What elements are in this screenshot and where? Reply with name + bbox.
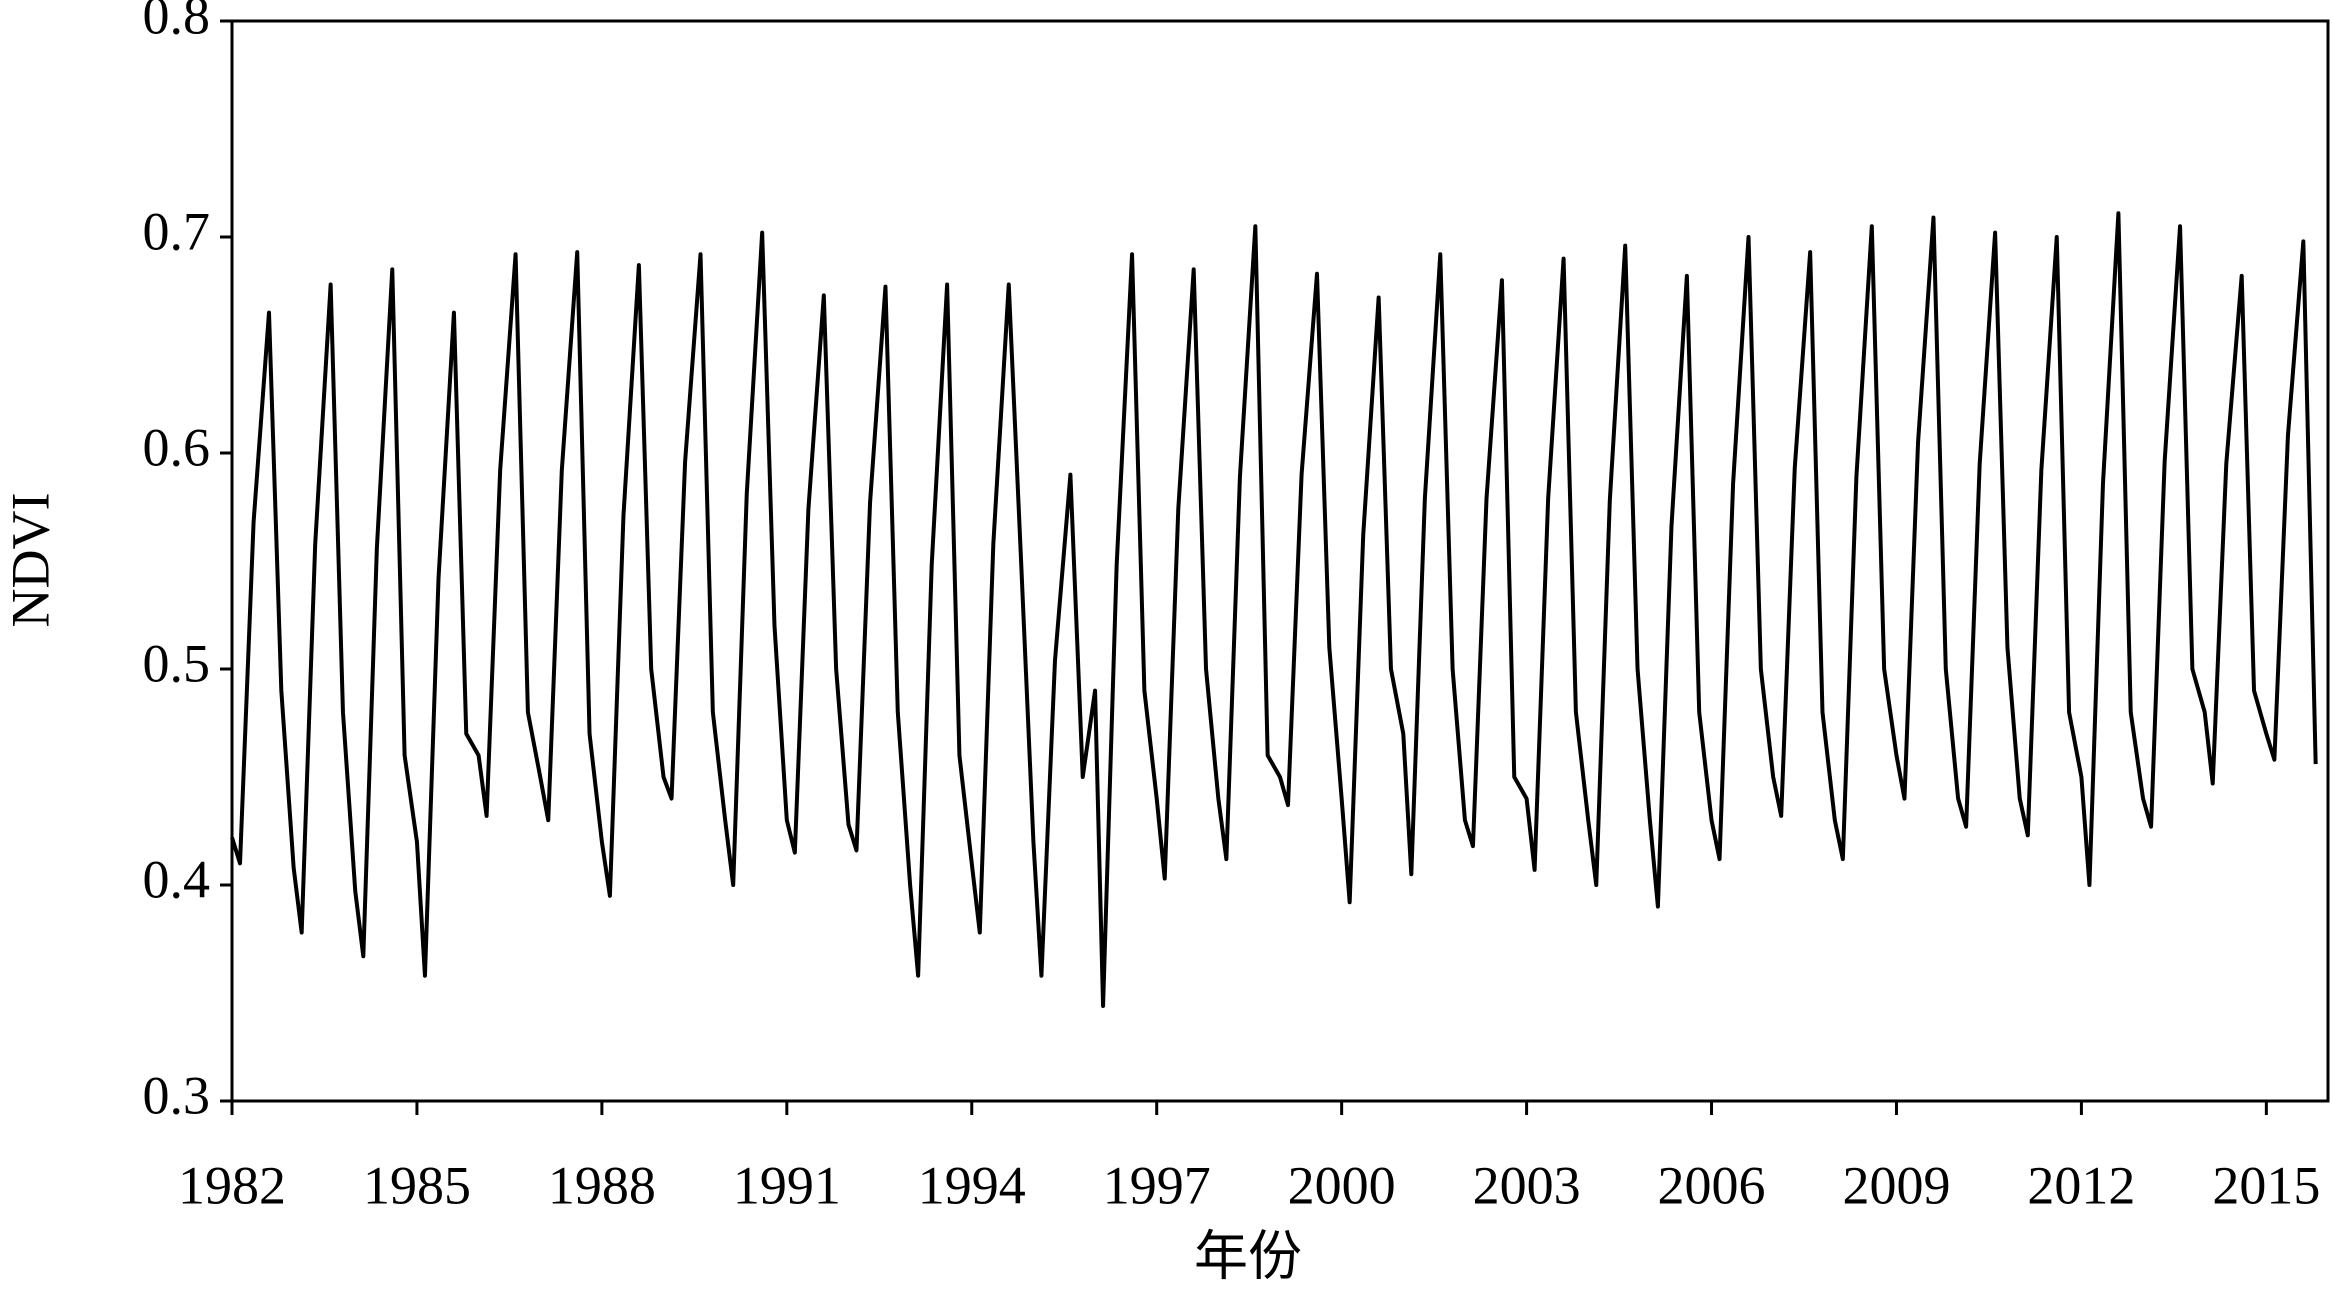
- y-tick-label: 0.5: [143, 633, 211, 693]
- x-tick-label: 2012: [2027, 1155, 2135, 1215]
- x-tick-label: 2006: [1658, 1155, 1766, 1215]
- x-tick-label: 1997: [1103, 1155, 1211, 1215]
- x-tick-label: 2015: [2212, 1155, 2320, 1215]
- y-tick-label: 0.8: [143, 0, 211, 45]
- y-tick-label: 0.7: [143, 201, 211, 261]
- x-tick-label: 2000: [1288, 1155, 1396, 1215]
- y-tick-label: 0.3: [143, 1065, 211, 1125]
- x-tick-label: 1982: [178, 1155, 286, 1215]
- x-tick-label: 1994: [918, 1155, 1026, 1215]
- x-tick-label: 2003: [1473, 1155, 1581, 1215]
- y-axis-label: NDVI: [0, 493, 60, 628]
- x-tick-label: 1991: [733, 1155, 841, 1215]
- ndvi-line: [230, 211, 2318, 1008]
- x-tick-label: 2009: [1842, 1155, 1950, 1215]
- y-tick-label: 0.6: [143, 417, 211, 477]
- y-tick-label: 0.4: [143, 849, 211, 909]
- x-tick-label: 1985: [363, 1155, 471, 1215]
- x-tick-label: 1988: [548, 1155, 656, 1215]
- plot-frame: [230, 19, 2330, 1103]
- x-axis-label: 年份: [1194, 1226, 1302, 1286]
